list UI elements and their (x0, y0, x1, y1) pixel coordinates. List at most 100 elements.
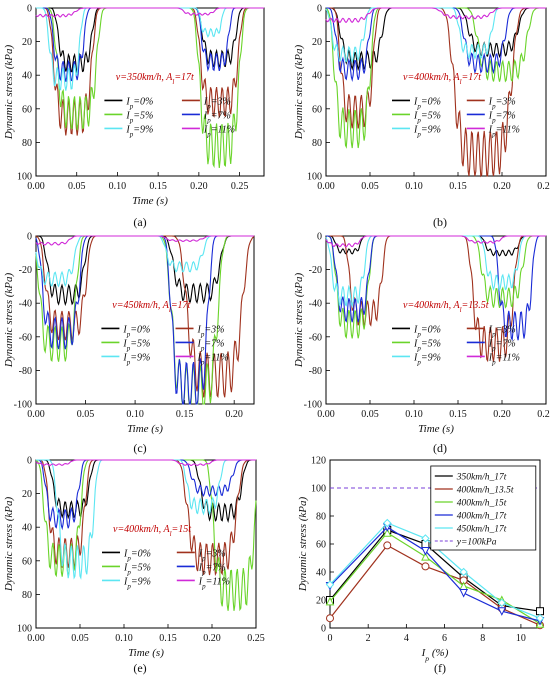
legend-entry: Ip=0% (122, 324, 150, 338)
legend-entry: Ip=9% (413, 124, 441, 138)
series-Ip11 (325, 7, 546, 24)
x-tick-label: 0.20 (203, 633, 221, 644)
x-tick-label: 0.10 (109, 181, 127, 192)
y-tick-label: 60 (316, 540, 326, 551)
x-tick-label: 4 (404, 633, 409, 644)
x-tick-label: 0.25 (537, 409, 550, 420)
annotation: v=400km/h, Al=15t (113, 524, 191, 538)
x-tick-label: 0.05 (68, 181, 86, 192)
x-tick-label: 0.15 (159, 633, 177, 644)
y-axis-label: Dynamic stress (kPa) (293, 273, 305, 369)
y-tick-label: -60 (309, 332, 322, 343)
legend-entry: Ip=3% (203, 96, 231, 110)
legend-entry: Ip=5% (125, 110, 153, 124)
legend-entry: 350km/h_17t (456, 473, 507, 483)
legend-entry: Ip=11% (198, 576, 230, 590)
y-tick-label: 0 (317, 4, 322, 15)
series-Ip11 (35, 7, 264, 18)
x-tick-label: 0.00 (27, 181, 45, 192)
y-tick-label: -100 (14, 400, 32, 411)
x-tick-label: 0.25 (247, 633, 265, 644)
legend-box (430, 465, 537, 551)
x-tick-label: 0.05 (361, 409, 379, 420)
y-tick-label: 20 (22, 37, 32, 48)
y-tick-label: 40 (312, 71, 322, 82)
legend-entry: Ip=7% (203, 110, 231, 124)
y-tick-label: -20 (309, 265, 322, 276)
y-axis-label: Dynamic stress (kPa) (3, 497, 15, 593)
x-tick-label: 0.15 (449, 409, 467, 420)
x-tick-label: 6 (442, 633, 447, 644)
legend-entry: Ip=7% (488, 110, 516, 124)
annotation: v=400km/h, Al=17t (403, 72, 481, 86)
data-point (497, 607, 507, 616)
legend-entry: 400km/h_15t (457, 499, 507, 509)
legend-entry: Ip=5% (123, 562, 151, 576)
x-tick-label: 0.00 (27, 633, 45, 644)
y-tick-label: -100 (304, 400, 322, 411)
data-point (421, 562, 430, 571)
legend-entry: Ip=3% (198, 548, 226, 562)
legend-entry: Ip=7% (197, 338, 225, 352)
legend-entry: Ip=0% (413, 324, 441, 338)
legend-entry: 450km/h_17t (457, 525, 507, 535)
y-axis-label: Dynamic stress (kPa) (293, 45, 305, 141)
y-tick-label: 100 (311, 484, 326, 495)
x-tick-label: 0.15 (176, 409, 194, 420)
y-tick-label: 60 (22, 556, 32, 567)
data-point (459, 567, 468, 577)
legend-entry: Ip=9% (125, 124, 153, 138)
series-Ip11 (35, 235, 254, 246)
y-tick-label: 100 (17, 624, 32, 635)
y-tick-label: 20 (316, 596, 326, 607)
data-point (421, 547, 430, 556)
y-tick-label: 40 (316, 568, 326, 579)
x-tick-label: 0.20 (493, 181, 511, 192)
legend-entry: Ip=3% (488, 96, 516, 110)
x-tick-label: 0.25 (231, 181, 249, 192)
panel-label: (a) (133, 215, 146, 229)
y-tick-label: -80 (309, 366, 322, 377)
legend-entry: 400km/h_13.5t (457, 486, 514, 496)
data-point (459, 589, 468, 598)
y-axis-label: Dynamic stress (kPa) (297, 497, 309, 593)
panel-a: 0.00 0.05 0.10 0.15 0.20 0.25 0 20 40 60 80 100 Time… (3, 4, 265, 229)
y-tick-label: 60 (22, 104, 32, 115)
legend-entry: 400km/h_17t (457, 512, 507, 522)
panel-label: (e) (133, 661, 146, 675)
x-tick-label: 0.15 (149, 181, 167, 192)
panel-c: 0.00 0.05 0.10 0.15 0.20 0 -20 -40 -60 -80 -100 Tim… (3, 232, 255, 455)
x-tick-label: 0.10 (115, 633, 133, 644)
x-tick-label: 0.10 (126, 409, 144, 420)
y-tick-label: 120 (311, 456, 326, 467)
x-tick-label: 0.05 (361, 181, 379, 192)
legend-entry: y=100kPa (456, 538, 497, 548)
data-point (325, 580, 335, 589)
annotation: v=350km/h, Al=17t (116, 72, 194, 86)
x-tick-label: 0.15 (449, 181, 467, 192)
x-tick-label: 8 (480, 633, 485, 644)
series-line (329, 544, 541, 626)
data-point (535, 613, 545, 623)
y-tick-label: 80 (316, 512, 326, 523)
y-tick-label: 0 (321, 624, 326, 635)
x-tick-label: 0.00 (27, 409, 45, 420)
data-point (421, 551, 430, 561)
series-line (329, 522, 541, 619)
data-point (497, 598, 507, 608)
legend-entry: Ip=11% (197, 352, 229, 366)
x-tick-label: 0.20 (190, 181, 208, 192)
plot-frame (325, 7, 547, 177)
y-tick-label: 20 (312, 37, 322, 48)
legend-entry: Ip=5% (413, 338, 441, 352)
panel-label: (f) (434, 661, 446, 675)
y-tick-label: 60 (312, 104, 322, 115)
data-point (382, 528, 392, 537)
panel-e: 0.00 0.05 0.10 0.15 0.20 0.25 0 20 40 60 80 100 Time… (3, 456, 265, 676)
x-axis-label: Time (s) (127, 423, 163, 435)
data-point (383, 518, 392, 528)
y-tick-label: 0 (27, 456, 32, 467)
x-tick-label: 0.10 (405, 409, 423, 420)
annotation: v=400km/h, Al=13.5t (403, 300, 489, 314)
series-Ip11 (325, 235, 546, 248)
